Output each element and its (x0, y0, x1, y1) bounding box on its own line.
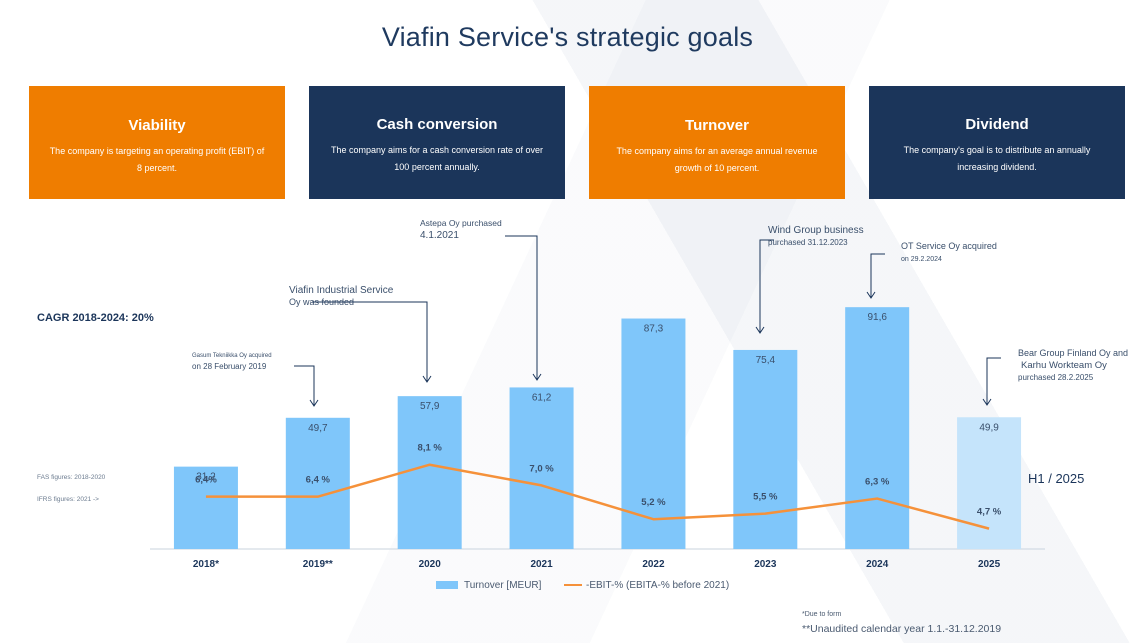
footnote-unaudited: **Unaudited calendar year 1.1.-31.12.201… (802, 623, 1002, 635)
turnover-value-label: 31,2 (196, 472, 216, 483)
cagr-label: CAGR 2018-2024: 20% (37, 312, 154, 324)
turnover-value-label: 61,2 (532, 392, 552, 403)
x-tick-label: 2021 (530, 559, 553, 570)
x-tick-label: 2018* (193, 559, 219, 570)
goal-card-text: The company aims for an average annual r… (616, 146, 818, 173)
ebit-value-label: 6,4% (195, 475, 217, 486)
acquisition-annotation-text: Gasum Tekniikka Oy acquired (192, 353, 272, 359)
annotation-arrowhead (532, 373, 542, 381)
x-tick-label: 2022 (642, 559, 665, 570)
fas-note: FAS figures: 2018-2020 (37, 474, 106, 481)
footnote-form: *Due to form (802, 611, 842, 618)
acquisition-annotation-text: on 28 February 2019 (192, 362, 267, 371)
x-tick-label: 2019** (303, 559, 333, 570)
turnover-value-label: 87,3 (644, 324, 664, 335)
turnover-bar (957, 417, 1022, 549)
goal-card-cash-conversion: Cash conversion The company aims for a c… (309, 86, 565, 199)
annotation-arrow (294, 365, 315, 406)
goal-card-title: Viability (128, 117, 186, 134)
goal-card-dividend: Dividend The company's goal is to distri… (869, 86, 1125, 199)
ebit-value-label: 5,5 % (753, 492, 778, 503)
x-tick-label: 2024 (866, 559, 889, 570)
legend-bar: Turnover [MEUR] (436, 580, 541, 591)
turnover-bar (509, 387, 574, 549)
acquisition-annotation-text: Astepa Oy purchased (420, 218, 502, 228)
goal-card-turnover: Turnover The company aims for an average… (589, 86, 845, 199)
annotation-arrowhead (982, 398, 992, 406)
legend-bar-swatch (436, 581, 458, 590)
turnover-value-label: 49,9 (979, 422, 999, 433)
turnover-bar (397, 396, 462, 549)
goal-card-text: The company is targeting an operating pr… (49, 146, 265, 173)
annotation-arrowhead (422, 375, 432, 383)
ebit-value-label: 7,0 % (529, 463, 554, 474)
ebit-value-label: 8,1 % (418, 443, 443, 454)
legend-line-swatch (564, 584, 582, 587)
ifrs-note: IFRS figures: 2021 -> (37, 496, 99, 503)
acquisition-annotation-text: Bear Group Finland Oy and (1018, 348, 1128, 358)
annotation-arrowhead (309, 399, 319, 407)
annotation-arrow (505, 235, 538, 380)
legend-bar-label: Turnover [MEUR] (464, 580, 542, 591)
ebit-value-label: 6,4 % (306, 475, 331, 486)
turnover-value-label: 75,4 (756, 355, 776, 366)
annotation-arrow (870, 253, 885, 298)
ebit-value-label: 5,2 % (641, 497, 666, 508)
turnover-value-label: 91,6 (867, 312, 887, 323)
ebit-value-label: 6,3 % (865, 477, 890, 488)
ebit-line (205, 463, 990, 530)
h1-2025-label: H1 / 2025 (1028, 471, 1085, 486)
acquisition-annotation-text: purchased 28.2.2025 (1018, 373, 1094, 382)
annotation-arrowhead (755, 326, 765, 334)
turnover-bar (173, 466, 238, 549)
turnover-bar (285, 417, 350, 549)
legend-line-label: -EBIT-% (EBITA-% before 2021) (586, 580, 730, 591)
page-title: Viafin Service's strategic goals (381, 22, 754, 52)
goal-card-title: Turnover (685, 117, 749, 134)
legend-line: -EBIT-% (EBITA-% before 2021) (564, 580, 729, 591)
acquisition-annotation-text: purchased 31.12.2023 (768, 238, 848, 247)
x-tick-label: 2020 (419, 559, 442, 570)
goal-card-text: The company aims for a cash conversion r… (330, 145, 544, 172)
turnover-bar (733, 349, 798, 549)
acquisition-annotation-text: Viafin Industrial Service (289, 285, 394, 296)
goal-card-viability: Viability The company is targeting an op… (29, 86, 285, 199)
goal-card-text: The company's goal is to distribute an a… (903, 145, 1091, 172)
acquisition-annotation-text: 4.1.2021 (420, 230, 459, 241)
annotation-arrowhead (866, 291, 876, 299)
goal-card-title: Dividend (965, 116, 1029, 133)
ebit-value-label: 4,7 % (977, 507, 1002, 518)
x-tick-label: 2025 (978, 559, 1001, 570)
annotation-arrow (759, 239, 774, 333)
acquisition-annotation-text: Wind Group business (768, 225, 864, 236)
annotation-arrow (312, 301, 428, 382)
x-tick-label: 2023 (754, 559, 777, 570)
turnover-value-label: 49,7 (308, 423, 328, 434)
turnover-bar (845, 307, 910, 549)
turnover-bar (621, 318, 686, 549)
acquisition-annotation-text: on 29.2.2024 (901, 256, 942, 263)
acquisition-annotation-text: OT Service Oy acquired (901, 241, 997, 251)
goal-card-title: Cash conversion (376, 116, 498, 133)
turnover-value-label: 57,9 (420, 401, 440, 412)
annotation-arrow (986, 357, 1001, 405)
acquisition-annotation-text: Karhu Workteam Oy (1021, 360, 1107, 371)
